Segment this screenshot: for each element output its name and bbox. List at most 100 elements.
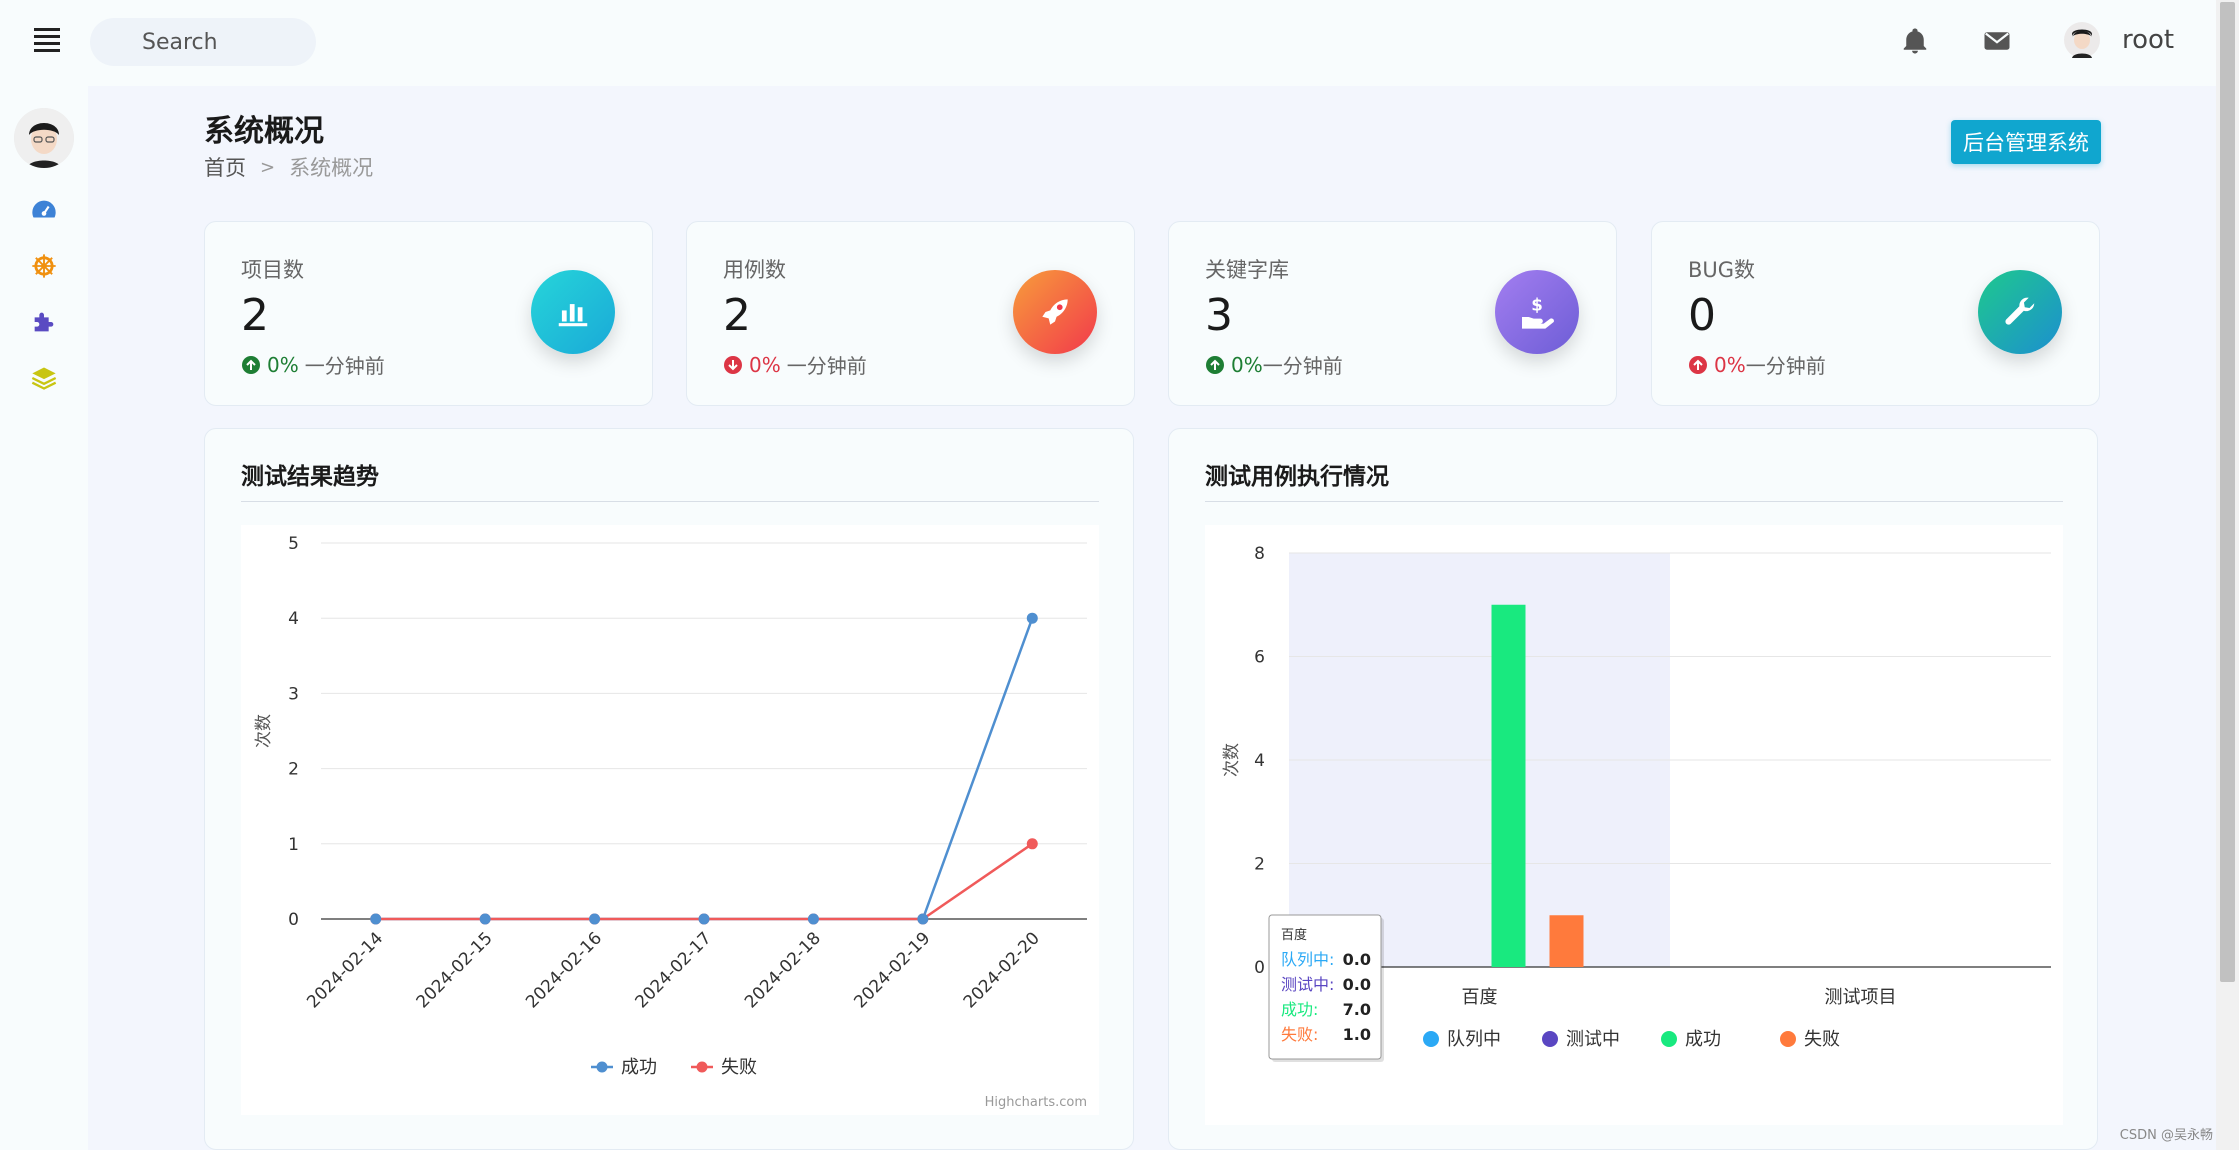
scrollbar[interactable] [2216, 0, 2239, 1150]
top-bar: root [0, 0, 2216, 86]
rocket-icon [1042, 299, 1068, 325]
y-tick-label: 5 [288, 534, 299, 554]
avatar[interactable] [14, 108, 74, 168]
stat-time: 一分钟前 [1745, 354, 1826, 378]
tooltip-value: 0.0 [1343, 950, 1371, 969]
stat-value: 3 [1205, 290, 1233, 341]
tooltip-series-name: 成功: [1281, 1000, 1318, 1019]
stat-percent: 0% [267, 352, 299, 377]
y-tick-label: 1 [288, 835, 299, 855]
arrow-up-circle-icon [1206, 355, 1224, 374]
tooltip-series-name: 失败: [1281, 1025, 1318, 1044]
y-tick-label: 4 [288, 609, 299, 629]
y-tick-label: 3 [288, 684, 299, 704]
data-point [479, 913, 491, 925]
y-tick-label: 0 [1254, 958, 1265, 978]
stat-meta: 0% 一分钟前 [1688, 350, 1826, 379]
y-tick-label: 4 [1254, 751, 1265, 771]
dashboard-icon[interactable] [30, 196, 58, 224]
bell-icon[interactable] [1900, 26, 1930, 56]
stat-card-projects: 项目数 2 0% 一分钟前 [204, 221, 653, 406]
legend-label: 失败 [721, 1057, 757, 1078]
ship-wheel-icon[interactable] [30, 252, 58, 280]
tooltip-value: 1.0 [1343, 1025, 1371, 1044]
legend-label: 测试中 [1566, 1029, 1620, 1050]
stat-value: 2 [723, 290, 751, 341]
legend-label: 成功 [621, 1057, 657, 1078]
stat-badge [531, 270, 615, 354]
stat-percent: 0% [749, 352, 781, 377]
bar-chart-icon [558, 304, 588, 327]
arrow-up-circle-icon [242, 355, 260, 374]
avatar [2064, 22, 2100, 58]
puzzle-icon[interactable] [30, 308, 58, 336]
tooltip-series-name: 测试中: [1281, 975, 1334, 994]
breadcrumb-current: 系统概况 [289, 156, 374, 180]
stat-meta: 0% 一分钟前 [723, 350, 867, 379]
stat-percent: 0% [1231, 352, 1263, 377]
stat-time: 一分钟前 [304, 354, 385, 378]
y-axis-label: 次数 [1222, 743, 1242, 777]
legend-marker [596, 1061, 608, 1073]
stat-card-cases: 用例数 2 0% 一分钟前 [686, 221, 1135, 406]
watermark: CSDN @吴永畅 [2119, 1128, 2213, 1143]
divider [1205, 501, 2063, 502]
legend-label: 失败 [1804, 1029, 1840, 1050]
legend-marker [1780, 1031, 1796, 1047]
username: root [2122, 25, 2175, 55]
data-point [917, 913, 929, 925]
tooltip-value: 7.0 [1343, 1000, 1371, 1019]
stat-meta: 0% 一分钟前 [241, 350, 385, 379]
chart-title: 测试结果趋势 [241, 464, 379, 490]
x-tick-label: 测试项目 [1825, 987, 1897, 1008]
divider [241, 501, 1099, 502]
stat-label: 用例数 [723, 258, 786, 282]
arrow-up-circle-icon [1689, 355, 1707, 374]
arrow-down-circle-icon [724, 355, 742, 374]
search-input[interactable] [90, 18, 316, 66]
trend-chart-card: 测试结果趋势 0 1 2 3 4 5 次数 2024-02-14 2024-02-15 2024-… [204, 428, 1134, 1150]
legend-label: 成功 [1685, 1029, 1721, 1050]
legend-marker [1661, 1031, 1677, 1047]
execution-chart-card: 测试用例执行情况 0 2 4 6 8 次数 百度 测试项目 队列中 测试中 成功 失败 百度 队列中: 0.… [1168, 428, 2098, 1150]
data-point [698, 913, 710, 925]
y-axis-label: 次数 [254, 714, 274, 748]
legend-label: 队列中 [1447, 1029, 1501, 1050]
stat-badge: $ [1495, 270, 1579, 354]
stat-time: 一分钟前 [1262, 354, 1343, 378]
chart-credit: Highcharts.com [985, 1095, 1087, 1110]
stat-label: 项目数 [241, 258, 304, 282]
breadcrumb-home[interactable]: 首页 [204, 156, 246, 180]
chart-title: 测试用例执行情况 [1205, 464, 1389, 490]
y-tick-label: 6 [1254, 648, 1265, 668]
tooltip-series-name: 队列中: [1281, 950, 1334, 969]
plot-background [241, 525, 1099, 1115]
x-tick-label: 百度 [1462, 987, 1498, 1008]
stat-label: 关键字库 [1205, 258, 1289, 282]
bar [1549, 915, 1584, 967]
tooltip-value: 0.0 [1343, 975, 1371, 994]
menu-icon[interactable] [34, 28, 60, 54]
legend-marker [1423, 1031, 1439, 1047]
y-tick-label: 2 [1254, 855, 1265, 875]
scrollbar-thumb[interactable] [2220, 2, 2235, 982]
tooltip-title: 百度 [1281, 927, 1307, 943]
data-point [589, 913, 601, 925]
tooltip-box [1268, 914, 1382, 1060]
admin-system-button[interactable]: 后台管理系统 [1951, 120, 2101, 164]
stat-label: BUG数 [1688, 258, 1756, 282]
data-point [1026, 838, 1038, 850]
avatar-image [14, 108, 74, 168]
stat-card-keywords: 关键字库 3 0% 一分钟前 $ [1168, 221, 1617, 406]
breadcrumb-separator: > [260, 156, 276, 178]
envelope-icon[interactable] [1982, 26, 2012, 56]
stat-card-bugs: BUG数 0 0% 一分钟前 [1651, 221, 2100, 406]
data-point [1026, 612, 1038, 624]
stat-time: 一分钟前 [786, 354, 867, 378]
legend-marker [696, 1061, 708, 1073]
user-menu[interactable]: root [2064, 22, 2174, 58]
stat-value: 2 [241, 290, 269, 341]
layers-icon[interactable] [30, 364, 58, 392]
